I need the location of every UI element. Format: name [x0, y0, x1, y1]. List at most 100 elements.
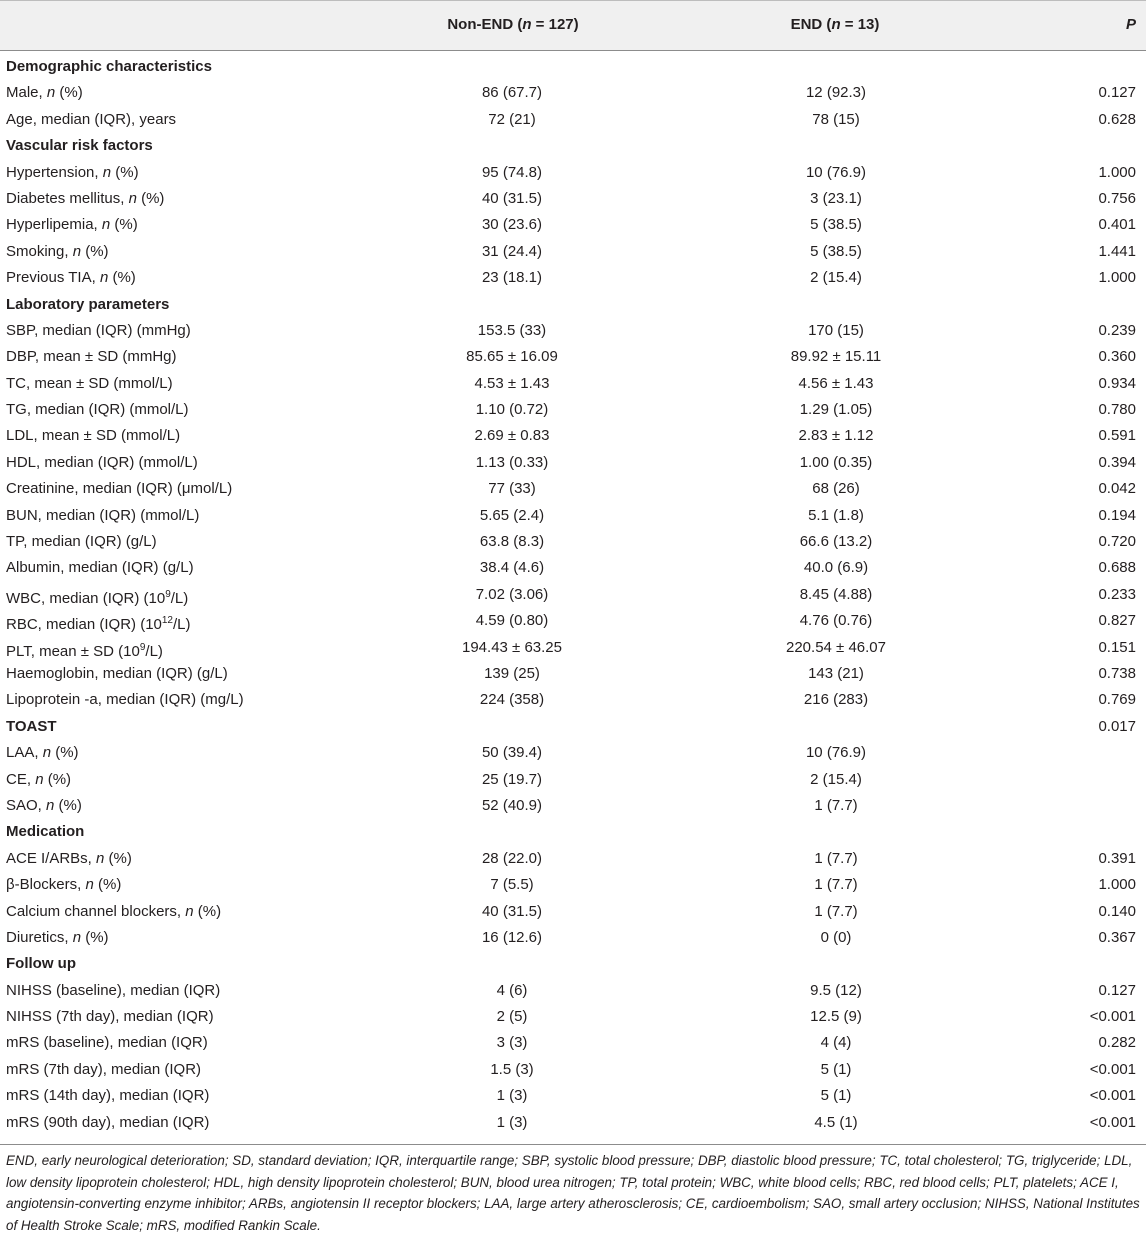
header-end: END (n = 13) [790, 16, 880, 33]
table-row: Creatinine, median (IQR) (μmol/L) 77 (33)… [0, 476, 1146, 502]
end-cell: 8.45 (4.88) [799, 585, 873, 603]
table-row: Hyperlipemia, n (%) 30 (23.6) 5 (38.5) 0.40… [0, 212, 1146, 238]
non-end-cell: 1.10 (0.72) [475, 401, 549, 419]
non-end-cell: 50 (39.4) [481, 744, 543, 762]
header-rule [0, 50, 1146, 51]
top-rule [0, 0, 1146, 1]
row-label: TC, mean ± SD (mmol/L) [6, 374, 173, 392]
table-row: β-Blockers, n (%) 7 (5.5) 1 (7.7) 1.000 [0, 872, 1146, 898]
end-cell: 4.5 (1) [814, 1113, 858, 1131]
end-cell: 66.6 (13.2) [799, 533, 873, 551]
end-cell: 4.56 ± 1.43 [798, 374, 874, 392]
end-cell: 1 (7.7) [814, 796, 858, 814]
p-value-cell: 1.000 [1098, 269, 1136, 287]
row-label: Smoking, n (%) [6, 242, 109, 260]
section-header-row: Follow up [0, 951, 1146, 977]
end-cell: 10 (76.9) [805, 163, 867, 181]
non-end-cell: 40 (31.5) [481, 189, 543, 207]
row-label: Hypertension, n (%) [6, 163, 139, 181]
section-header-row: Vascular risk factors [0, 133, 1146, 159]
non-end-cell: 1.5 (3) [490, 1060, 534, 1078]
p-value-cell: 0.360 [1098, 348, 1136, 366]
row-label: BUN, median (IQR) (mmol/L) [6, 506, 200, 524]
p-value-cell: <0.001 [1089, 1008, 1136, 1026]
row-label: DBP, mean ± SD (mmHg) [6, 348, 177, 366]
non-end-cell: 7.02 (3.06) [475, 585, 549, 603]
non-end-cell: 86 (67.7) [481, 84, 543, 102]
table-row: TG, median (IQR) (mmol/L) 1.10 (0.72) 1.29… [0, 397, 1146, 423]
end-cell: 10 (76.9) [805, 744, 867, 762]
row-label: PLT, mean ± SD (109/L) [6, 641, 163, 660]
end-cell: 4.76 (0.76) [799, 612, 873, 630]
row-label: Demographic characteristics [6, 58, 212, 75]
p-value-cell: 0.367 [1098, 928, 1136, 946]
table-row: Haemoglobin, median (IQR) (g/L) 139 (25) 1… [0, 661, 1146, 687]
table-row: Calcium channel blockers, n (%) 40 (31.5)… [0, 899, 1146, 925]
end-cell: 68 (26) [812, 480, 860, 498]
table-row: Diabetes mellitus, n (%) 40 (31.5) 3 (23.1… [0, 186, 1146, 212]
end-cell: 1 (7.7) [814, 902, 858, 920]
end-cell: 2 (15.4) [810, 770, 862, 788]
table-row: Albumin, median (IQR) (g/L) 38.4 (4.6) 40.… [0, 555, 1146, 581]
end-cell: 89.92 ± 15.11 [790, 348, 882, 366]
end-cell: 2 (15.4) [810, 269, 862, 287]
end-cell: 12.5 (9) [810, 1008, 862, 1026]
row-label: Hyperlipemia, n (%) [6, 216, 138, 234]
end-cell: 1.00 (0.35) [799, 453, 873, 471]
section-header-row: Laboratory parameters [0, 292, 1146, 318]
row-label: TP, median (IQR) (g/L) [6, 533, 157, 551]
non-end-cell: 77 (33) [488, 480, 536, 498]
end-cell: 4 (4) [820, 1034, 852, 1052]
non-end-cell: 1 (3) [496, 1087, 528, 1105]
row-label: mRS (7th day), median (IQR) [6, 1060, 202, 1078]
p-value-cell: <0.001 [1089, 1087, 1136, 1105]
end-cell: 5 (38.5) [810, 216, 862, 234]
row-label: NIHSS (baseline), median (IQR) [6, 981, 221, 999]
end-cell: 12 (92.3) [805, 84, 867, 102]
row-label: Medication [6, 823, 85, 841]
row-label: HDL, median (IQR) (mmol/L) [6, 453, 198, 471]
non-end-cell: 52 (40.9) [481, 796, 543, 814]
end-cell: 5.1 (1.8) [808, 506, 864, 524]
p-value-cell: 0.239 [1098, 321, 1136, 339]
p-value-cell: 0.827 [1098, 612, 1136, 630]
non-end-cell: 2 (5) [496, 1008, 528, 1026]
end-cell: 143 (21) [808, 664, 864, 682]
table-row: DBP, mean ± SD (mmHg) 85.65 ± 16.09 89.92 … [0, 344, 1146, 370]
end-cell: 2.83 ± 1.12 [798, 427, 874, 445]
row-label: Calcium channel blockers, n (%) [6, 902, 222, 920]
row-label: TG, median (IQR) (mmol/L) [6, 401, 189, 419]
p-value-cell: 0.780 [1098, 401, 1136, 419]
p-value-cell: 0.140 [1098, 902, 1136, 920]
end-cell: 216 (283) [803, 691, 869, 709]
table-row: SAO, n (%) 52 (40.9) 1 (7.7) [0, 793, 1146, 819]
p-value-cell: 0.127 [1098, 84, 1136, 102]
non-end-cell: 1 (3) [496, 1113, 528, 1131]
header-p-value: P [1125, 16, 1136, 33]
p-value-cell: <0.001 [1089, 1060, 1136, 1078]
non-end-cell: 3 (3) [496, 1034, 528, 1052]
table-footnote: END, early neurological deterioration; S… [6, 1153, 1140, 1233]
p-value-cell: 0.720 [1098, 533, 1136, 551]
table-row: mRS (90th day), median (IQR) 1 (3) 4.5 (1)… [0, 1110, 1146, 1136]
end-cell: 3 (23.1) [810, 189, 862, 207]
table-row: PLT, mean ± SD (109/L) 194.43 ± 63.25 220.… [0, 635, 1146, 661]
end-cell: 9.5 (12) [810, 981, 862, 999]
row-label: CE, n (%) [6, 770, 72, 788]
table-row: CE, n (%) 25 (19.7) 2 (15.4) [0, 767, 1146, 793]
p-value-cell: 0.738 [1098, 664, 1136, 682]
p-value-cell: 0.591 [1098, 427, 1136, 445]
p-value-cell: 1.000 [1098, 876, 1136, 894]
p-value-cell: <0.001 [1089, 1113, 1136, 1131]
row-label: SBP, median (IQR) (mmHg) [6, 321, 191, 339]
table-row: WBC, median (IQR) (109/L) 7.02 (3.06) 8.45… [0, 582, 1146, 608]
table-row: TP, median (IQR) (g/L) 63.8 (8.3) 66.6 (13… [0, 529, 1146, 555]
row-label: Previous TIA, n (%) [6, 269, 136, 287]
p-value-cell: 0.391 [1098, 849, 1136, 867]
section-header-row: Medication [0, 819, 1146, 845]
table-row: mRS (baseline), median (IQR) 3 (3) 4 (4) 0.… [0, 1030, 1146, 1056]
row-label: WBC, median (IQR) (109/L) [6, 588, 189, 607]
end-cell: 5 (1) [820, 1060, 852, 1078]
non-end-cell: 95 (74.8) [481, 163, 543, 181]
non-end-cell: 23 (18.1) [481, 269, 543, 287]
